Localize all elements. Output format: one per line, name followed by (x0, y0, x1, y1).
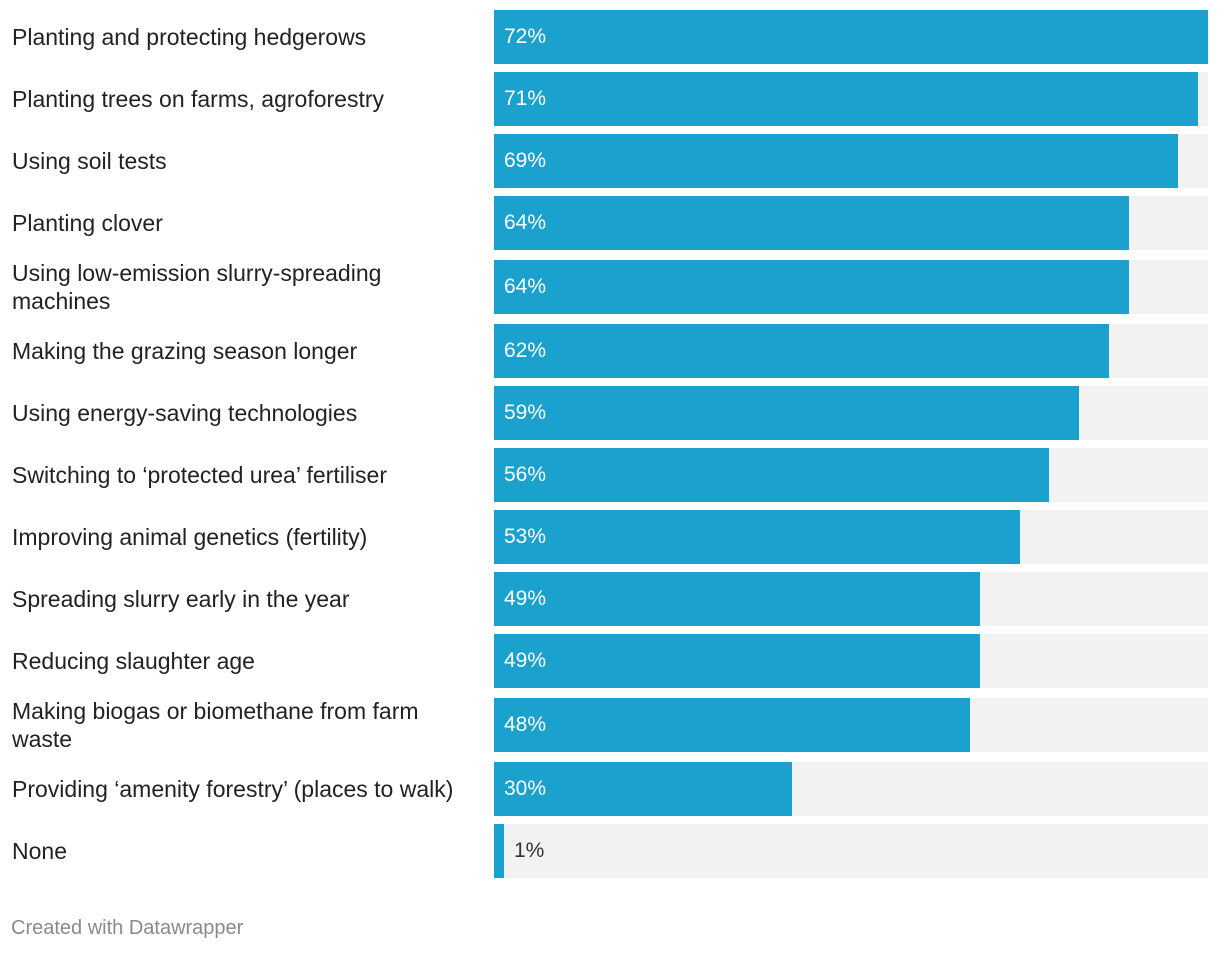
bar (494, 510, 1020, 564)
bar-track: 1% (494, 824, 1208, 878)
category-label: Using energy-saving technologies (12, 400, 358, 426)
category-label: Using low-emission slurry-spreading mach… (12, 260, 382, 314)
bar (494, 448, 1049, 502)
category-label: Improving animal genetics (fertility) (12, 524, 368, 550)
value-label: 62% (504, 339, 547, 362)
value-label: 49% (504, 587, 547, 610)
bar-track: 53% (494, 510, 1208, 564)
category-label: Switching to ‘protected urea’ fertiliser (12, 462, 387, 488)
bar-row: Providing ‘amenity forestry’ (places to … (0, 762, 1220, 816)
value-label: 64% (504, 275, 547, 298)
value-label: 69% (504, 149, 547, 172)
bar (494, 762, 792, 816)
datawrapper-credit[interactable]: Created with Datawrapper (11, 917, 244, 939)
bar-row: Using energy-saving technologies 59% (0, 386, 1220, 440)
bar-row: Improving animal genetics (fertility) 53% (0, 510, 1220, 564)
bar-track: 30% (494, 762, 1208, 816)
bar-track: 59% (494, 386, 1208, 440)
category-label: Reducing slaughter age (12, 648, 255, 674)
bar-track: 71% (494, 72, 1208, 126)
category-label: Planting and protecting hedgerows (12, 24, 367, 50)
bar-row: Using low-emission slurry-spreading mach… (0, 260, 1220, 314)
bar-track: 72% (494, 10, 1208, 64)
bar (494, 134, 1178, 188)
bar (494, 698, 970, 752)
bar-row: Switching to ‘protected urea’ fertiliser… (0, 448, 1220, 502)
bar-row: Making biogas or biomethane from farm wa… (0, 698, 1220, 752)
bar-row: Planting and protecting hedgerows 72% (0, 10, 1220, 64)
bar (494, 824, 504, 878)
value-label: 49% (504, 649, 547, 672)
bar-track: 64% (494, 196, 1208, 250)
bar-track: 49% (494, 634, 1208, 688)
bar-track: 62% (494, 324, 1208, 378)
bar (494, 324, 1109, 378)
bar (494, 10, 1208, 64)
bar (494, 72, 1198, 126)
bar-row: Making the grazing season longer 62% (0, 324, 1220, 378)
bar-row: Reducing slaughter age 49% (0, 634, 1220, 688)
value-label: 53% (504, 525, 547, 548)
bar (494, 386, 1079, 440)
bar (494, 572, 980, 626)
bar-track: 69% (494, 134, 1208, 188)
bar-track: 64% (494, 260, 1208, 314)
value-label: 59% (504, 401, 547, 424)
category-label: Making biogas or biomethane from farm wa… (12, 698, 419, 752)
bar-row: Spreading slurry early in the year 49% (0, 572, 1220, 626)
value-label: 71% (504, 87, 547, 110)
value-label: 48% (504, 713, 547, 736)
value-label: 30% (504, 777, 547, 800)
value-label: 56% (504, 463, 547, 486)
bar-track: 48% (494, 698, 1208, 752)
category-label: Spreading slurry early in the year (12, 586, 350, 612)
bar (494, 634, 980, 688)
bar (494, 260, 1129, 314)
category-label: None (12, 838, 67, 864)
category-label: Planting clover (12, 210, 163, 236)
category-label: Providing ‘amenity forestry’ (places to … (12, 776, 454, 802)
value-label: 72% (504, 25, 547, 48)
bar-track: 56% (494, 448, 1208, 502)
bar-row: Planting clover 64% (0, 196, 1220, 250)
bar-row: Using soil tests 69% (0, 134, 1220, 188)
bar-track: 49% (494, 572, 1208, 626)
value-label: 64% (504, 211, 547, 234)
category-label: Using soil tests (12, 148, 167, 174)
bar-row: Planting trees on farms, agroforestry 71% (0, 72, 1220, 126)
bar (494, 196, 1129, 250)
bar-chart: Planting and protecting hedgerows 72% Plan… (0, 10, 1220, 878)
category-label: Planting trees on farms, agroforestry (12, 86, 384, 112)
category-label: Making the grazing season longer (12, 338, 358, 364)
bar-row: None 1% (0, 824, 1220, 878)
value-label: 1% (514, 839, 545, 862)
